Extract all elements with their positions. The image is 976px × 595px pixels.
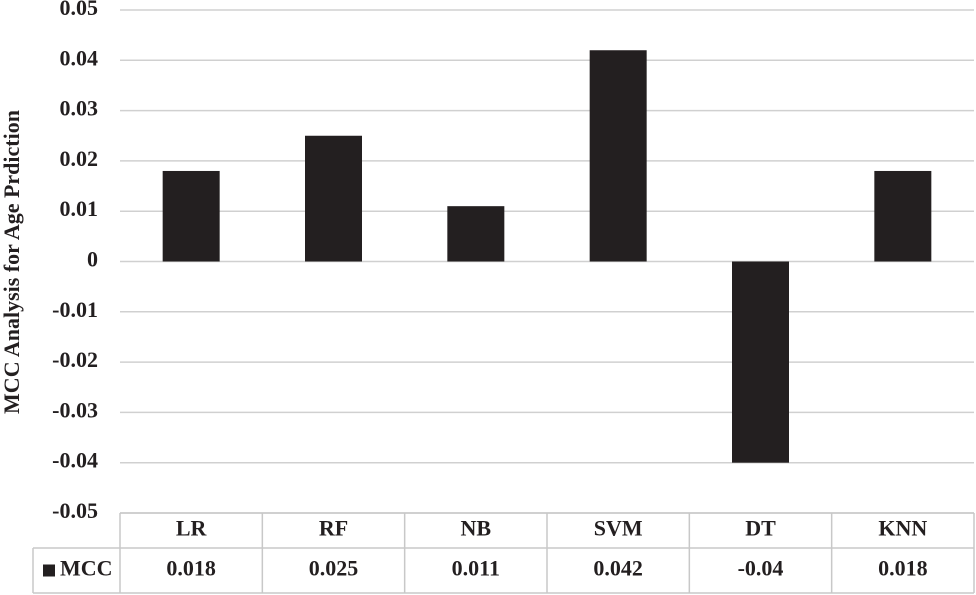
table-value: 0.018 [166, 556, 216, 581]
y-tick-label: -0.03 [52, 397, 98, 422]
bar [589, 50, 647, 262]
y-tick-label: -0.04 [52, 448, 98, 473]
table-value: -0.04 [738, 556, 784, 581]
legend-swatch [43, 564, 55, 577]
y-tick-label: -0.05 [52, 498, 98, 523]
bar [874, 170, 932, 262]
x-tick-label: KNN [878, 516, 927, 541]
legend-label: MCC [60, 556, 113, 581]
table-value: 0.025 [309, 556, 359, 581]
y-tick-label: 0.05 [60, 0, 99, 20]
y-tick-label: 0.01 [60, 196, 99, 221]
x-tick-label: NB [461, 516, 492, 541]
y-tick-label: 0.02 [60, 146, 99, 171]
bar [732, 261, 789, 463]
table-value: 0.011 [452, 556, 500, 581]
y-tick-label: 0.04 [60, 45, 99, 70]
x-tick-label: SVM [594, 516, 643, 541]
x-tick-label: RF [319, 516, 348, 541]
x-tick-label: LR [176, 516, 208, 541]
y-tick-label: 0.03 [60, 96, 99, 121]
x-tick-label: DT [745, 516, 776, 541]
bar [447, 206, 505, 262]
bar [305, 135, 362, 262]
y-tick-label: -0.01 [52, 297, 98, 322]
y-axis-title: MCC Analysis for Age Prdiction [0, 110, 24, 414]
y-tick-label: 0 [87, 247, 98, 272]
table-value: 0.042 [593, 556, 643, 581]
bar [162, 170, 220, 262]
y-tick-label: -0.02 [52, 347, 98, 372]
table-value: 0.018 [878, 556, 928, 581]
